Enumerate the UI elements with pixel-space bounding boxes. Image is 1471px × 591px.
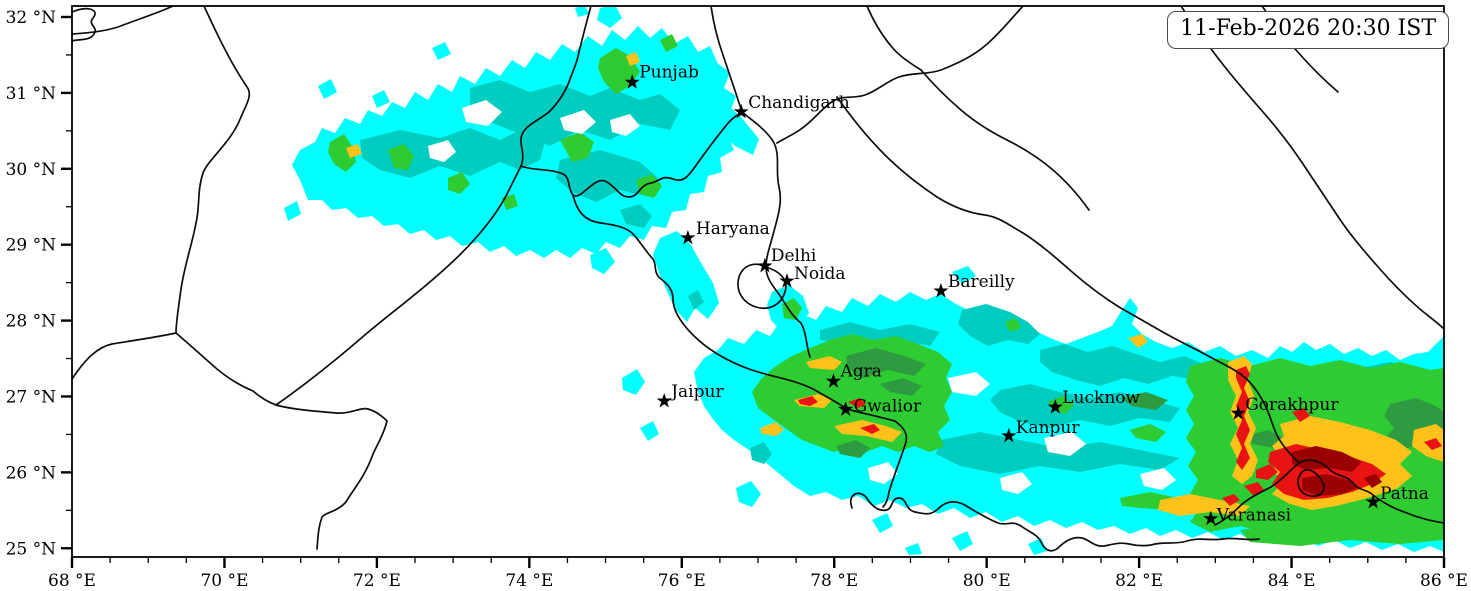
city-star [733, 103, 749, 119]
boundary-nepal-bihar [1198, 350, 1444, 524]
city-label: Punjab [639, 62, 699, 82]
y-tick-label: 28 °N [6, 312, 57, 332]
y-tick-label: 32 °N [6, 8, 57, 28]
city-star [680, 229, 696, 245]
rain-level2-teal [360, 80, 1440, 474]
city-label: Jaipur [669, 382, 724, 402]
city-star [1203, 510, 1219, 526]
city-label: Lucknow [1062, 388, 1140, 408]
y-tick-label: 31 °N [6, 84, 57, 104]
city-label: Gorakhpur [1245, 395, 1339, 415]
y-tick-label: 26 °N [6, 463, 57, 483]
city-star [838, 401, 854, 416]
city-label: Chandigarh [748, 93, 850, 113]
boundary-nepal-west [836, 96, 1200, 352]
boundary-topleft [72, 6, 174, 35]
city-label: Delhi [771, 246, 817, 266]
boundary-punjab-north [520, 6, 592, 167]
boundary-himachal-uttarakhand [776, 6, 1024, 144]
boundary-nepal-north [1180, 6, 1444, 330]
boundary-kashmir-squiggle [72, 7, 96, 42]
city-label: Varanasi [1216, 506, 1292, 526]
city-star [1047, 399, 1063, 414]
x-tick-label: 86 °E [1420, 571, 1468, 591]
x-tick-label: 72 °E [353, 571, 401, 591]
rain-level6-red [798, 366, 1442, 506]
y-tick-label: 25 °N [6, 539, 57, 559]
city-star [624, 74, 640, 89]
city-label: Gwalior [854, 396, 922, 416]
timestamp-badge: 11-Feb-2026 20:30 IST [1167, 11, 1449, 49]
x-tick-label: 78 °E [810, 571, 858, 591]
boundary-uttarakhand-top [866, 6, 922, 71]
city-label: Agra [839, 361, 881, 381]
boundary-up-mp-south [849, 492, 1260, 552]
city-label: Patna [1380, 484, 1429, 504]
boundary-haryana-east [741, 111, 811, 358]
boundary-international-west [175, 6, 388, 550]
boundary-rajasthan-diagonal [275, 165, 522, 406]
x-tick-label: 84 °E [1268, 571, 1316, 591]
boundary-punjab-haryana [520, 111, 743, 198]
boundary-himachal-west [710, 6, 743, 113]
y-tick-label: 30 °N [6, 160, 57, 180]
state-boundaries [72, 6, 1444, 552]
boundary-up-bihar [1214, 462, 1300, 526]
boundary-west-branch [72, 332, 177, 380]
x-tick-label: 74 °E [505, 571, 553, 591]
city-star [656, 393, 672, 408]
city-star [1365, 494, 1381, 509]
boundary-bihar-loop [1297, 469, 1325, 498]
timestamp-text: 11-Feb-2026 20:30 IST [1180, 16, 1436, 41]
city-label: Bareilly [948, 272, 1015, 292]
city-label: Kanpur [1016, 418, 1081, 438]
city-star [779, 273, 795, 288]
axis-ticks: 68 °E 70 °E 72 °E 74 °E 76 °E 78 °E 80 °E 82 °E… [6, 8, 1468, 591]
city-star [1001, 427, 1017, 443]
rain-level7-darkred [1292, 446, 1382, 496]
rain-level4-darkgreen [836, 348, 1444, 458]
x-tick-label: 80 °E [963, 571, 1011, 591]
y-tick-label: 27 °N [6, 387, 57, 407]
city-star [757, 257, 773, 273]
city-label: Noida [794, 264, 846, 284]
x-tick-label: 70 °E [200, 571, 248, 591]
x-tick-label: 76 °E [658, 571, 706, 591]
boundary-uttarakhand-inner [920, 69, 1090, 211]
y-tick-label: 29 °N [6, 236, 57, 256]
city-star [825, 373, 842, 388]
boundary-rajasthan-up-mp [572, 194, 908, 508]
city-label: Haryana [696, 219, 770, 239]
city-star [933, 283, 949, 298]
x-tick-label: 68 °E [48, 571, 96, 591]
city-star [1230, 405, 1246, 420]
precipitation-layers [284, 6, 1444, 555]
x-tick-label: 82 °E [1115, 571, 1163, 591]
